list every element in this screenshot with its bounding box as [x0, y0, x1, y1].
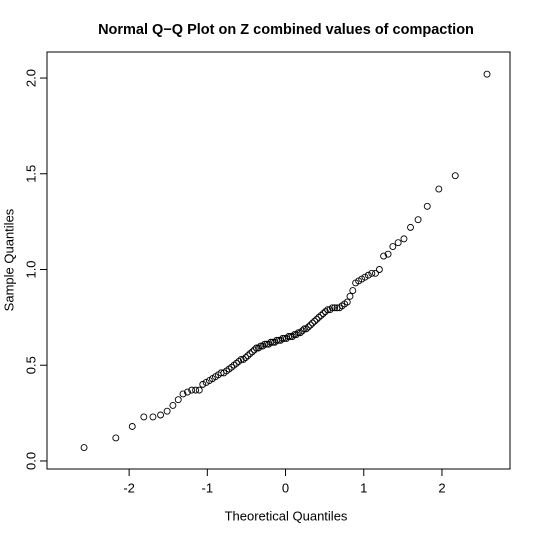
point: [319, 310, 327, 317]
point: [372, 269, 379, 277]
point: [309, 319, 316, 327]
point: [394, 239, 402, 247]
point: [174, 396, 182, 404]
point: [400, 235, 408, 243]
point: [435, 185, 443, 193]
point: [192, 386, 200, 394]
point: [346, 292, 354, 300]
point: [277, 336, 285, 344]
point: [311, 317, 319, 325]
point: [188, 386, 196, 394]
point: [307, 321, 314, 329]
y-tick-label: 0.0: [23, 452, 38, 470]
point: [315, 313, 323, 321]
point: [269, 338, 277, 346]
point: [380, 252, 388, 260]
y-axis-label: Sample Quantiles: [1, 208, 16, 311]
point: [279, 334, 287, 342]
point: [242, 354, 250, 362]
point: [349, 287, 357, 295]
point: [259, 342, 267, 350]
point: [199, 380, 207, 388]
x-tick-label: 2: [438, 480, 445, 495]
point: [361, 273, 369, 281]
point: [257, 342, 265, 350]
point: [237, 356, 245, 363]
y-tick-label: 0.5: [23, 356, 38, 374]
x-tick-label: -2: [123, 480, 135, 495]
point: [302, 325, 310, 333]
point: [248, 348, 256, 356]
point: [288, 333, 296, 340]
point: [140, 413, 148, 421]
point: [298, 327, 306, 335]
point: [375, 266, 383, 273]
point: [232, 359, 240, 367]
x-tick-label: -1: [202, 480, 214, 495]
point: [328, 304, 336, 312]
x-tick-label: 0: [282, 480, 289, 495]
point: [483, 70, 491, 78]
point: [244, 352, 252, 360]
point: [179, 390, 187, 398]
point: [261, 340, 269, 348]
point: [304, 323, 312, 331]
point: [384, 250, 392, 258]
point: [343, 298, 351, 306]
point: [296, 329, 304, 337]
point: [169, 401, 177, 409]
point: [368, 269, 376, 277]
point: [321, 308, 329, 316]
point: [313, 315, 321, 323]
point: [364, 271, 372, 279]
x-tick-label: 1: [360, 480, 367, 495]
point: [195, 386, 203, 394]
point: [128, 423, 136, 430]
point: [246, 350, 254, 358]
point: [149, 413, 157, 421]
point: [414, 216, 422, 224]
point: [265, 340, 273, 348]
point: [326, 306, 334, 314]
point: [157, 411, 165, 419]
x-axis-label: Theoretical Quantiles: [225, 508, 348, 523]
point: [290, 331, 298, 339]
point: [317, 311, 325, 319]
point: [281, 334, 288, 342]
point: [324, 306, 332, 314]
point: [292, 331, 300, 339]
point: [235, 357, 243, 365]
y-tick-label: 1.0: [23, 260, 38, 278]
point: [451, 172, 459, 180]
point: [389, 243, 397, 250]
point: [263, 340, 271, 348]
point: [80, 444, 88, 452]
point: [239, 356, 247, 363]
plot-frame: [46, 51, 511, 470]
point: [331, 304, 339, 312]
chart-title: Normal Q−Q Plot on Z combined values of …: [98, 22, 474, 38]
point: [255, 344, 263, 352]
point: [112, 434, 120, 442]
point: [294, 329, 302, 337]
y-tick-label: 1.5: [23, 165, 38, 183]
y-tick-label: 2.0: [23, 69, 38, 87]
point: [250, 346, 258, 354]
point: [423, 202, 431, 210]
point: [163, 407, 171, 415]
point: [252, 344, 260, 352]
point: [184, 388, 191, 396]
point: [407, 223, 414, 231]
point: [267, 338, 275, 346]
point: [300, 325, 308, 333]
